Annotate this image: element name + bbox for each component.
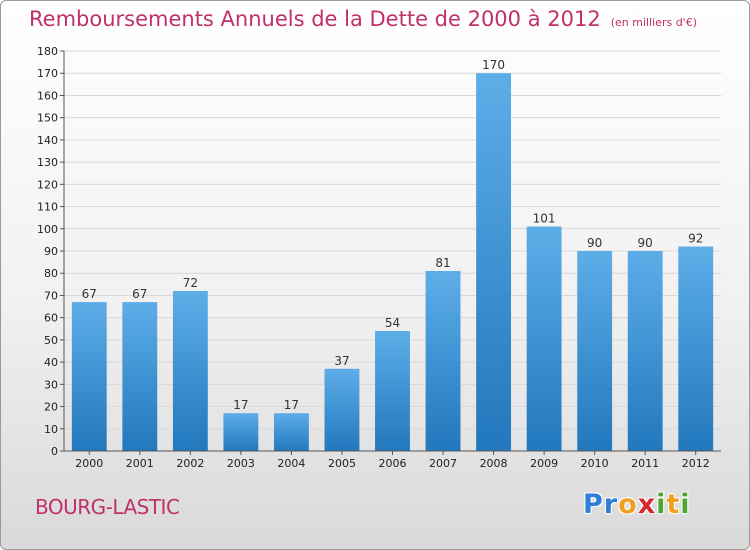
bars <box>71 73 714 451</box>
y-tick-label: 120 <box>37 178 58 191</box>
chart-title-text: Remboursements Annuels de la Dette de 20… <box>29 7 601 31</box>
bar <box>526 226 562 451</box>
bar-value-label: 17 <box>284 398 299 412</box>
y-tick-label: 20 <box>44 401 58 414</box>
bar <box>223 413 259 451</box>
x-tick-label: 2001 <box>126 457 154 470</box>
x-tick-label: 2010 <box>581 457 609 470</box>
y-tick-label: 60 <box>44 312 58 325</box>
logo-letter: t <box>666 489 681 520</box>
bar-value-label: 37 <box>334 354 349 368</box>
x-tick-label: 2009 <box>530 457 558 470</box>
y-tick-label: 100 <box>37 223 58 236</box>
labels: 0 10 20 30 40 50 60 70 80 90 100 110 120 130 140 150 160… <box>37 45 710 470</box>
bar <box>122 302 158 451</box>
bar <box>375 331 410 451</box>
x-tick-label: 2008 <box>480 457 508 470</box>
y-tick-label: 180 <box>37 45 58 58</box>
bar-value-label: 67 <box>82 287 97 301</box>
chart-title: Remboursements Annuels de la Dette de 20… <box>29 7 697 31</box>
logo-letter: x <box>637 489 657 520</box>
y-tick-label: 0 <box>51 445 58 458</box>
commune-name: BOURG-LASTIC <box>35 495 180 519</box>
x-tick-label: 2005 <box>328 457 356 470</box>
bar <box>425 271 461 451</box>
y-tick-label: 160 <box>37 89 58 102</box>
bar-value-label: 92 <box>688 232 703 246</box>
y-tick-label: 50 <box>44 334 58 347</box>
y-tick-label: 140 <box>37 134 58 147</box>
x-tick-label: 2002 <box>176 457 204 470</box>
bar <box>71 302 107 451</box>
bar-value-label: 17 <box>233 398 248 412</box>
bar-value-label: 101 <box>533 212 556 226</box>
y-tick-label: 10 <box>44 423 58 436</box>
logo-letter: r <box>603 489 619 520</box>
bar-value-label: 54 <box>385 316 400 330</box>
x-tick-label: 2006 <box>379 457 407 470</box>
y-tick-label: 40 <box>44 356 58 369</box>
bar <box>172 291 208 451</box>
x-tick-label: 2012 <box>682 457 710 470</box>
x-tick-label: 2011 <box>631 457 659 470</box>
bar-value-label: 90 <box>638 236 653 250</box>
bar-value-label: 67 <box>132 287 147 301</box>
logo-letter: i <box>680 489 691 520</box>
bar <box>627 251 663 451</box>
bar <box>678 246 714 451</box>
bar-value-label: 90 <box>587 236 602 250</box>
x-tick-label: 2003 <box>227 457 255 470</box>
bar-value-label: 170 <box>482 58 505 72</box>
logo-letter: i <box>656 489 667 520</box>
y-tick-label: 110 <box>37 201 58 214</box>
chart-unit-note: (en milliers d'€) <box>610 16 697 29</box>
logo-letter: P <box>583 489 604 520</box>
bar-value-label: 72 <box>183 276 198 290</box>
bar <box>476 73 512 451</box>
y-tick-label: 30 <box>44 378 58 391</box>
y-tick-label: 170 <box>37 67 58 80</box>
logo-letter: o <box>618 489 638 520</box>
y-tick-label: 150 <box>37 112 58 125</box>
bar-value-label: 81 <box>435 256 450 270</box>
y-tick-label: 80 <box>44 267 58 280</box>
y-tick-label: 130 <box>37 156 58 169</box>
proxiti-logo: Proxiti <box>583 489 691 520</box>
x-tick-label: 2004 <box>277 457 305 470</box>
x-tick-label: 2007 <box>429 457 457 470</box>
y-tick-label: 70 <box>44 289 58 302</box>
axes <box>60 50 721 455</box>
bar <box>324 368 360 451</box>
bar <box>577 251 613 451</box>
y-tick-label: 90 <box>44 245 58 258</box>
bar <box>273 413 309 451</box>
x-tick-label: 2000 <box>75 457 103 470</box>
